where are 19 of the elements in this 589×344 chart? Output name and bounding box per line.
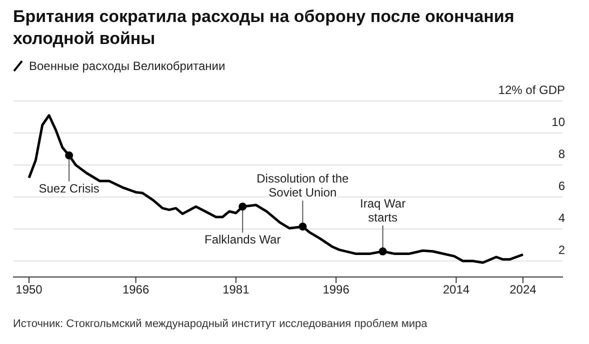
x-tick-label: 2024 bbox=[510, 282, 537, 297]
annotation: Iraq War starts bbox=[360, 196, 406, 224]
text: Источник: Стокгольмский международный институт исследования проблем мира bbox=[13, 318, 428, 330]
legend-label: Военные расходы Великобритании bbox=[28, 59, 226, 73]
y-tick-label: 2 bbox=[558, 243, 566, 257]
y-tick-label: 10 bbox=[552, 115, 566, 129]
annotation: Dissolution of the Soviet Union bbox=[256, 172, 350, 200]
y-tick-label: 12% of GDP bbox=[498, 83, 565, 97]
annotation: Suez Crisis bbox=[38, 181, 100, 196]
x-tick-label: 1996 bbox=[322, 282, 350, 297]
x-tick-label: 1966 bbox=[122, 282, 150, 297]
chart-title: Британия сократила расходы на оборону после окончания холодной войны bbox=[13, 6, 516, 50]
y-tick-label: 6 bbox=[558, 179, 566, 193]
y-tick-label: 4 bbox=[558, 211, 566, 225]
annotation: Falklands War bbox=[204, 232, 281, 247]
y-tick-label: 8 bbox=[558, 147, 566, 161]
x-tick-label: 1981 bbox=[222, 282, 250, 297]
x-tick-label: 1950 bbox=[16, 282, 43, 297]
x-tick-label: 2014 bbox=[442, 282, 470, 297]
